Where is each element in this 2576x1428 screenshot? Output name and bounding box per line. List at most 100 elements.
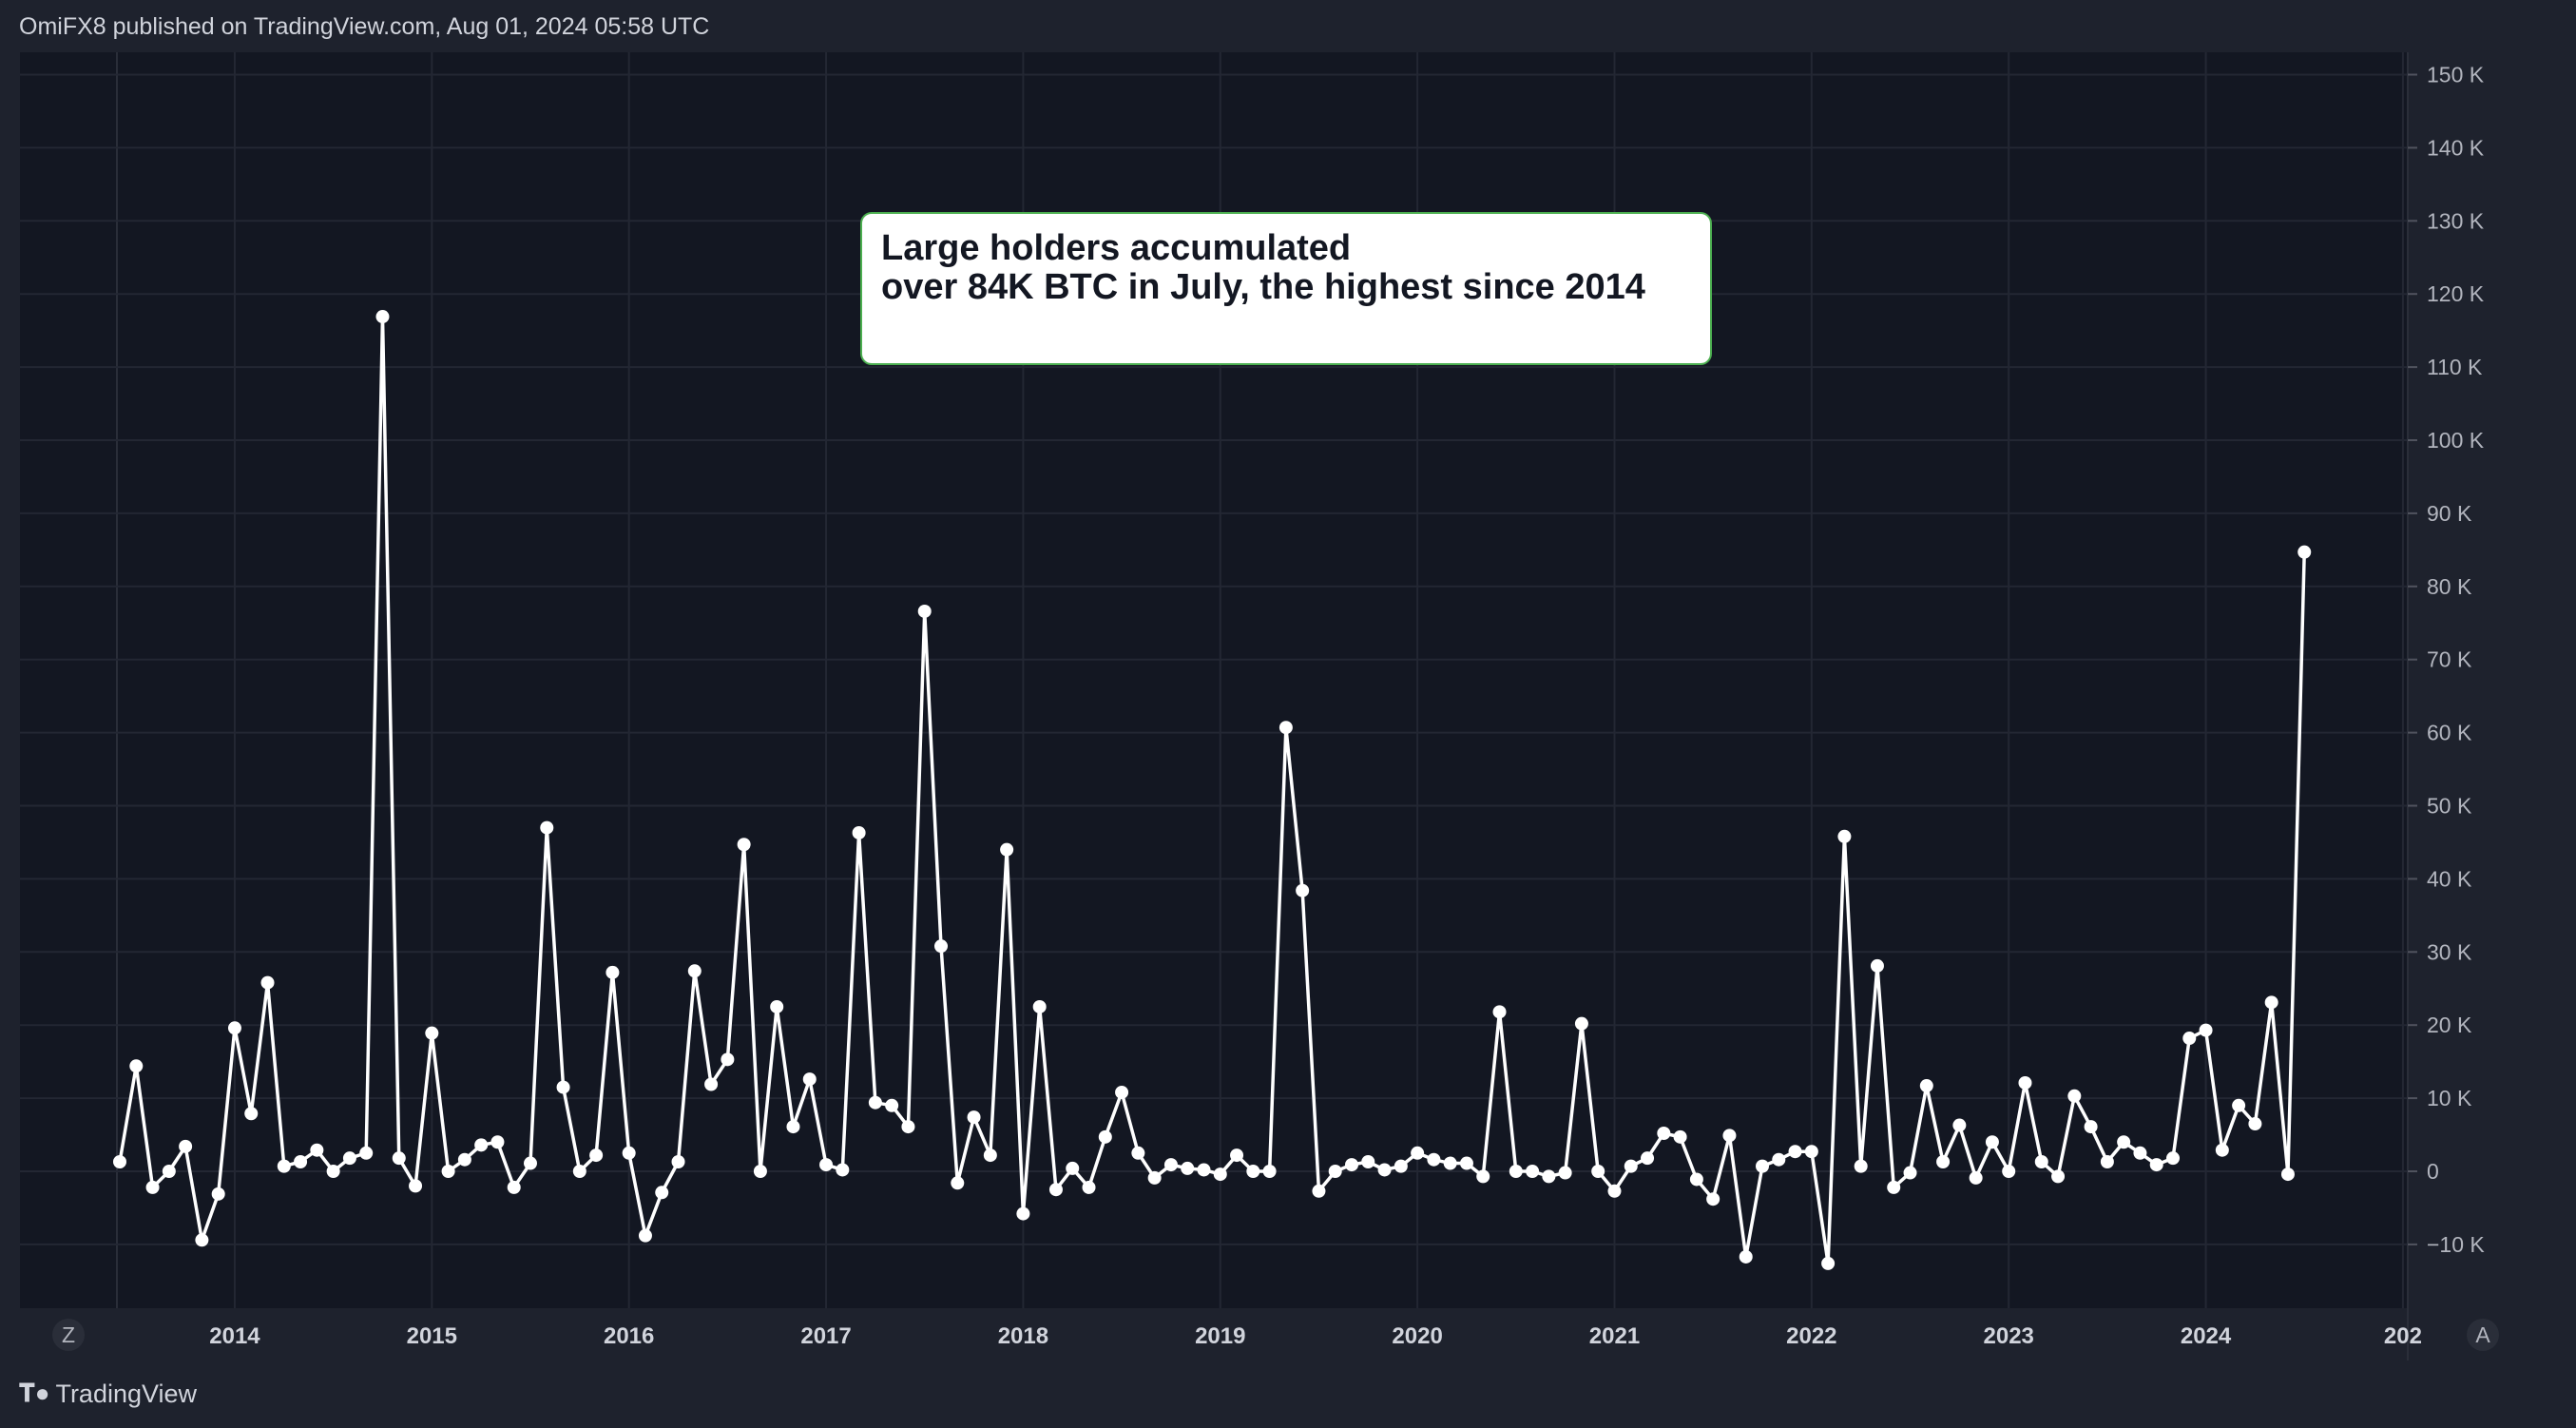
data-point xyxy=(1574,1016,1588,1031)
y-tick-label: 10 K xyxy=(2427,1086,2472,1110)
data-point xyxy=(1756,1159,1769,1173)
series-line xyxy=(113,310,2312,1270)
x-tick-label: 2014 xyxy=(209,1323,260,1349)
price-axis[interactable]: 150 K 140 K 130 K 120 K 110 K 100 K 90 K 80 K 70… xyxy=(2408,63,2485,1257)
data-point xyxy=(819,1158,834,1172)
y-tick-label: 100 K xyxy=(2427,428,2485,453)
scale-left-label: Z xyxy=(62,1322,75,1347)
time-axis-labels: 2014 2015 2016 2017 2018 2019 2020 2021 2022 2023… xyxy=(209,1323,2422,1349)
data-point xyxy=(737,838,751,852)
data-point xyxy=(1032,999,1047,1013)
data-point xyxy=(934,939,948,954)
data-point xyxy=(1246,1165,1260,1178)
data-point xyxy=(1361,1155,1375,1169)
data-point xyxy=(2133,1146,2147,1160)
data-point xyxy=(1312,1184,1326,1198)
data-point xyxy=(1837,829,1852,843)
time-axis[interactable] xyxy=(20,1308,2408,1360)
data-point xyxy=(1641,1151,1655,1166)
data-point xyxy=(671,1155,685,1169)
data-point xyxy=(1739,1249,1753,1264)
x-tick-label: 2024 xyxy=(2181,1323,2232,1349)
data-point xyxy=(145,1180,160,1194)
data-point xyxy=(1163,1158,1178,1172)
data-point xyxy=(1328,1165,1342,1178)
data-point xyxy=(2067,1089,2082,1103)
data-point xyxy=(1542,1169,1556,1184)
data-point xyxy=(195,1233,209,1247)
data-point xyxy=(1591,1165,1605,1178)
data-point xyxy=(1526,1165,1540,1178)
x-tick-label: 2016 xyxy=(604,1323,654,1349)
data-point xyxy=(2248,1117,2262,1131)
data-point xyxy=(967,1110,981,1125)
annotation-line-1: Large holders accumulated xyxy=(881,228,1352,268)
data-point xyxy=(1706,1192,1721,1206)
data-point xyxy=(524,1156,537,1170)
data-point xyxy=(342,1151,356,1166)
data-point xyxy=(326,1165,340,1178)
y-tick-label: 150 K xyxy=(2427,63,2485,87)
data-point xyxy=(1624,1159,1638,1173)
y-tick-label: 130 K xyxy=(2427,208,2485,233)
data-point xyxy=(277,1159,291,1173)
data-point xyxy=(1558,1166,1572,1180)
data-point xyxy=(1213,1167,1227,1182)
data-point xyxy=(2182,1032,2197,1046)
data-point xyxy=(310,1143,324,1157)
data-point xyxy=(655,1186,669,1200)
data-point xyxy=(1394,1159,1408,1173)
data-point xyxy=(2199,1023,2213,1037)
data-point xyxy=(162,1165,176,1178)
data-point xyxy=(622,1146,636,1160)
data-point xyxy=(1345,1158,1358,1172)
data-point xyxy=(1066,1161,1080,1175)
data-point xyxy=(540,820,554,835)
data-point xyxy=(1985,1135,1999,1149)
y-tick-label: −10 K xyxy=(2427,1232,2485,1257)
tradingview-logo[interactable]: 𝐓● TradingView xyxy=(19,1379,197,1409)
data-point xyxy=(917,604,932,618)
data-point xyxy=(572,1165,586,1178)
x-tick-label: 2023 xyxy=(1984,1323,2034,1349)
y-tick-label: 120 K xyxy=(2427,281,2485,306)
auto-scale-button[interactable]: A xyxy=(2467,1319,2499,1351)
data-point xyxy=(1278,721,1293,735)
data-point xyxy=(885,1098,899,1112)
y-tick-label: 70 K xyxy=(2427,647,2472,672)
data-point xyxy=(1657,1127,1671,1141)
data-point xyxy=(244,1107,259,1121)
data-point xyxy=(868,1095,882,1110)
data-point xyxy=(1952,1118,1967,1132)
data-point xyxy=(556,1080,570,1094)
data-point xyxy=(704,1077,719,1091)
data-point xyxy=(951,1176,965,1190)
data-point xyxy=(1722,1129,1737,1143)
data-point xyxy=(1197,1163,1211,1177)
data-point xyxy=(1492,1005,1507,1019)
data-point xyxy=(474,1138,489,1152)
data-point xyxy=(1919,1079,1933,1093)
x-tick-label: 2018 xyxy=(998,1323,1048,1349)
data-point xyxy=(687,964,702,978)
data-point xyxy=(638,1228,652,1243)
data-point xyxy=(2166,1151,2180,1166)
data-point xyxy=(606,965,620,979)
data-point xyxy=(359,1146,374,1160)
data-point xyxy=(1887,1180,1901,1194)
data-point xyxy=(2117,1135,2131,1149)
y-tick-label: 20 K xyxy=(2427,1013,2472,1037)
data-point xyxy=(1115,1085,1129,1099)
data-point xyxy=(1772,1152,1786,1167)
data-point xyxy=(409,1179,423,1193)
y-tick-label: 0 xyxy=(2427,1159,2439,1184)
data-point xyxy=(1870,958,1884,973)
data-point xyxy=(836,1163,850,1177)
data-point xyxy=(1427,1152,1441,1167)
y-tick-label: 90 K xyxy=(2427,501,2472,526)
data-point xyxy=(753,1165,767,1178)
data-point xyxy=(1459,1156,1473,1170)
scale-left-button[interactable]: Z xyxy=(52,1319,85,1351)
data-point xyxy=(425,1026,439,1040)
data-point xyxy=(2149,1158,2163,1172)
